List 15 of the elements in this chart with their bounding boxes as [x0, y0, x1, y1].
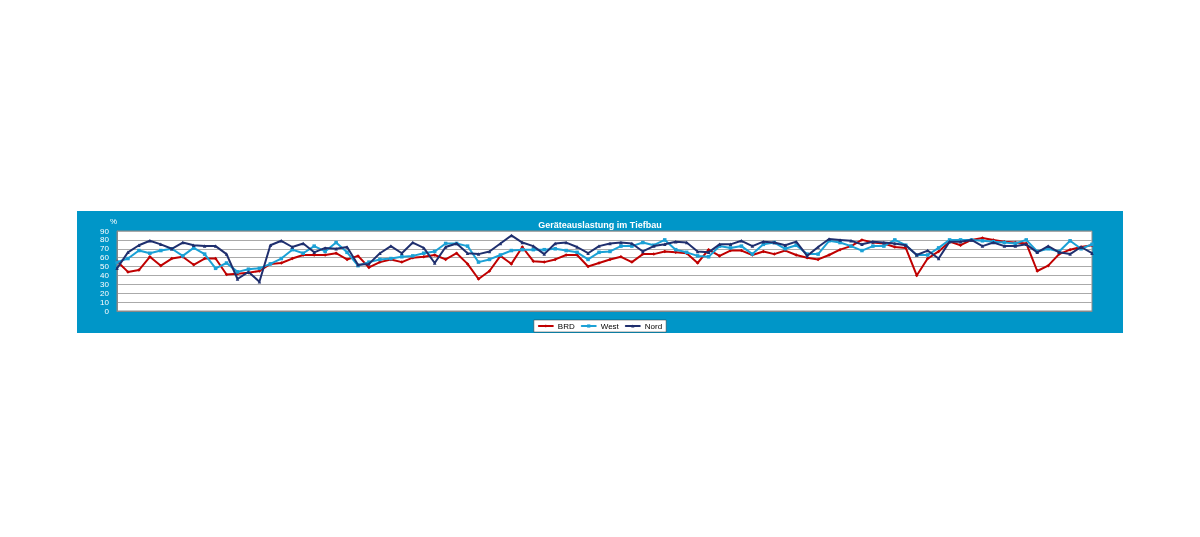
y-tick-label: 10 [100, 297, 110, 307]
y-tick-label: 70 [100, 244, 110, 254]
legend-label: West [600, 321, 620, 331]
y-axis-title: % [109, 216, 117, 226]
y-tick-label: 60 [100, 253, 110, 263]
y-tick-label: 30 [100, 279, 110, 289]
legend-label: Nord [644, 321, 663, 331]
y-tick-label: 90 [100, 226, 110, 236]
chart-title: Geräteauslastung im Tiefbau [538, 219, 662, 230]
y-tick-label: 80 [100, 235, 110, 245]
y-tick-label: 50 [100, 262, 110, 272]
y-tick-label: 40 [100, 270, 110, 280]
legend-label: BRD [557, 321, 575, 331]
y-tick-label: 20 [100, 288, 110, 298]
y-tick-label: 0 [104, 306, 110, 316]
